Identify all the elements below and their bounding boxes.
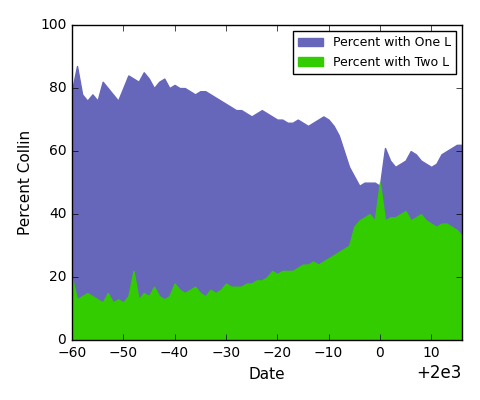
X-axis label: Date: Date xyxy=(249,367,285,382)
Y-axis label: Percent Collin: Percent Collin xyxy=(18,130,33,235)
Legend: Percent with One L, Percent with Two L: Percent with One L, Percent with Two L xyxy=(293,31,456,74)
